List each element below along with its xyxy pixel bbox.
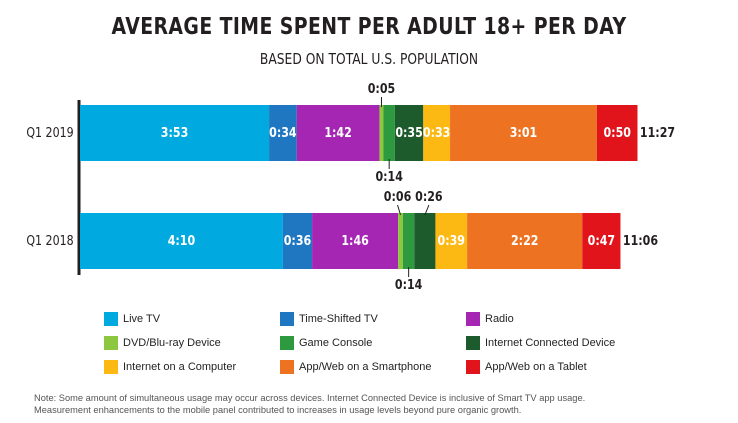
data-label-0-5: 0:35 (395, 125, 422, 140)
bar-segment-0-8 (596, 105, 638, 161)
category-label-1: Q1 2018 (26, 233, 73, 248)
legend-label: Internet on a Computer (123, 361, 237, 373)
data-label-1-2: 1:46 (341, 233, 368, 248)
legend-swatch (280, 336, 294, 350)
legend-label: Internet Connected Device (485, 337, 616, 349)
legend-swatch (280, 360, 294, 374)
bar-segment-1-5 (414, 213, 436, 269)
bar-segment-0-0 (80, 105, 270, 161)
legend-label: Game Console (299, 337, 373, 349)
data-label-1-6: 0:39 (438, 233, 465, 248)
legend-label: App/Web on a Smartphone (299, 361, 432, 373)
legend-label: Time-Shifted TV (299, 313, 378, 325)
bar-segment-0-1 (269, 105, 297, 161)
legend-item-1: Time-Shifted TV (280, 311, 378, 327)
legend-item-4: Game Console (280, 335, 372, 351)
data-label-0-1: 0:34 (269, 125, 296, 140)
data-label-0-2: 1:42 (324, 125, 351, 140)
leader-line-1-5 (424, 204, 430, 216)
data-label-1-4: 0:14 (395, 277, 422, 292)
footnote-line-1: Note: Some amount of simultaneous usage … (34, 393, 586, 403)
bar-segment-0-4 (383, 105, 395, 161)
total-label-1: 11:06 (623, 233, 658, 248)
chart-title: AVERAGE TIME SPENT PER ADULT 18+ PER DAY (111, 14, 627, 40)
bar-segment-0-6 (423, 105, 451, 161)
bar-segment-1-0 (80, 213, 283, 269)
bar-segment-1-8 (582, 213, 621, 269)
data-label-0-3: 0:05 (368, 81, 395, 96)
bar-segment-0-7 (450, 105, 597, 161)
data-label-0-0: 3:53 (161, 125, 188, 140)
data-label-0-7: 3:01 (510, 125, 537, 140)
bar-segment-0-3 (379, 105, 384, 161)
legend-swatch (104, 360, 118, 374)
bar-segment-1-1 (282, 213, 313, 269)
legend-label: App/Web on a Tablet (485, 361, 587, 373)
legend-item-8: App/Web on a Tablet (466, 359, 587, 375)
data-label-1-5: 0:26 (415, 189, 442, 204)
data-label-1-7: 2:22 (511, 233, 538, 248)
total-label-0: 11:27 (640, 125, 675, 140)
data-label-1-0: 4:10 (168, 233, 195, 248)
footnote-line-2: Measurement enhancements to the mobile p… (34, 405, 522, 415)
bar-segment-1-2 (312, 213, 399, 269)
legend-item-6: Internet on a Computer (104, 359, 236, 375)
leader-line-1-3 (397, 204, 402, 216)
legend-item-2: Radio (466, 311, 514, 327)
legend-swatch (104, 336, 118, 350)
footnote: Note: Some amount of simultaneous usage … (34, 392, 714, 416)
legend-label: DVD/Blu-ray Device (123, 337, 221, 349)
legend-swatch (466, 312, 480, 326)
legend-item-5: Internet Connected Device (466, 335, 615, 351)
legend-swatch (466, 336, 480, 350)
data-label-1-3: 0:06 (384, 189, 411, 204)
bar-segment-1-3 (398, 213, 403, 269)
legend-label: Live TV (123, 313, 161, 325)
legend-label: Radio (485, 313, 514, 325)
category-label-0: Q1 2019 (26, 125, 73, 140)
bar-segment-0-2 (296, 105, 380, 161)
legend-item-3: DVD/Blu-ray Device (104, 335, 221, 351)
legend-swatch (466, 360, 480, 374)
stacked-bar-chart: Q1 2019 3:53 0:34 1:42 0:05 0:14 0:35 0:33 3:01 0… (26, 81, 675, 292)
legend-item-7: App/Web on a Smartphone (280, 359, 432, 375)
data-label-0-6: 0:33 (423, 125, 450, 140)
legend-swatch (280, 312, 294, 326)
bar-segment-0-5 (394, 105, 424, 161)
bar-segment-1-7 (467, 213, 583, 269)
data-label-1-8: 0:47 (588, 233, 615, 248)
data-label-0-8: 0:50 (603, 125, 630, 140)
legend-swatch (104, 312, 118, 326)
bar-segment-1-4 (402, 213, 415, 269)
legend-item-0: Live TV (104, 311, 160, 327)
data-label-0-4: 0:14 (375, 169, 402, 184)
data-label-1-1: 0:36 (284, 233, 311, 248)
bar-segment-1-6 (435, 213, 468, 269)
chart-subtitle: BASED ON TOTAL U.S. POPULATION (259, 50, 479, 68)
